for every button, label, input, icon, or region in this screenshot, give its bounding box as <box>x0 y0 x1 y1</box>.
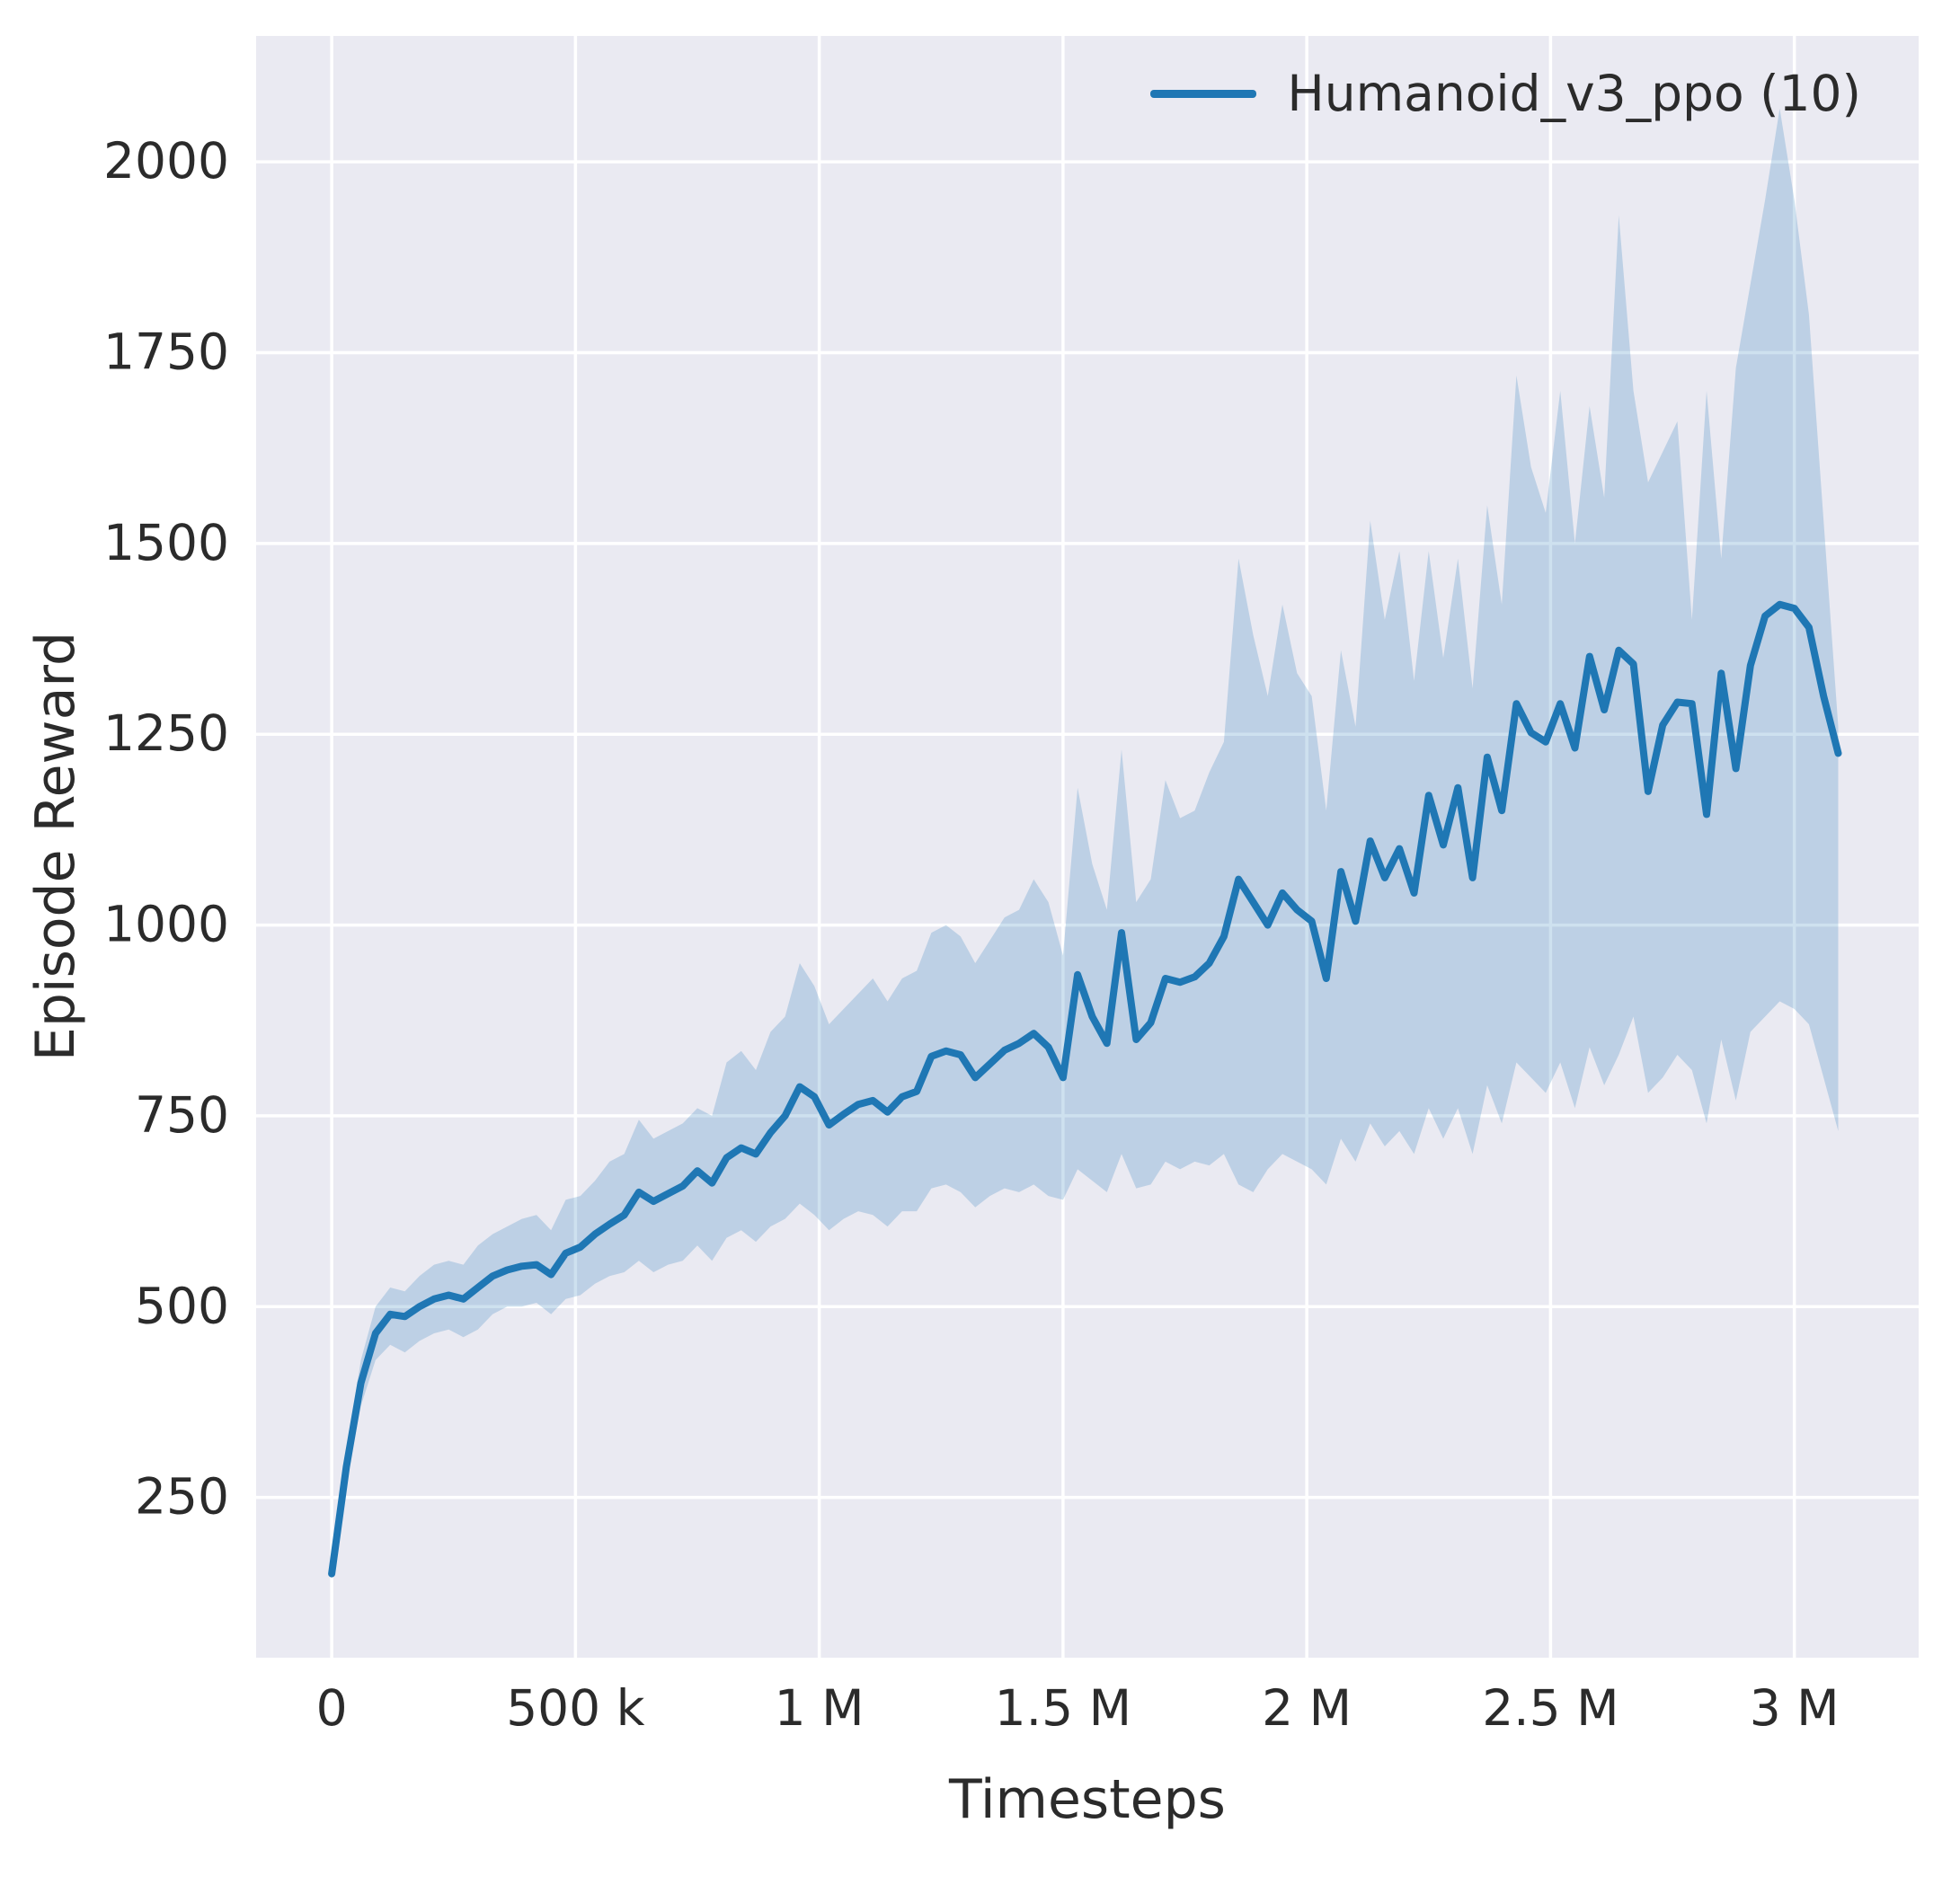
y-tick-label: 250 <box>135 1468 229 1526</box>
confidence-band <box>332 108 1839 1574</box>
x-tick-label: 2 M <box>1262 1679 1352 1737</box>
y-tick-label: 500 <box>135 1277 229 1334</box>
x-tick-label: 1.5 M <box>995 1679 1131 1737</box>
x-tick-label: 1 M <box>775 1679 865 1737</box>
mean-line <box>328 600 1842 1578</box>
legend-label: Humanoid_v3_ppo (10) <box>1287 65 1861 122</box>
x-tick-label: 3 M <box>1750 1679 1840 1737</box>
y-axis-label: Episode Reward <box>24 631 87 1062</box>
plot-background <box>256 36 1919 1658</box>
x-tick-label: 2.5 M <box>1482 1679 1619 1737</box>
y-tick-label: 2000 <box>103 132 229 190</box>
y-tick-label: 750 <box>135 1086 229 1144</box>
x-tick-label: 500 k <box>506 1679 644 1737</box>
x-axis-label: Timesteps <box>949 1768 1226 1831</box>
y-tick-label: 1250 <box>103 704 229 762</box>
x-tick-label: 0 <box>316 1679 348 1737</box>
y-tick-label: 1000 <box>103 896 229 953</box>
y-tick-label: 1750 <box>103 323 229 381</box>
y-tick-label: 1500 <box>103 514 229 571</box>
legend-line-swatch <box>1150 89 1257 98</box>
legend: Humanoid_v3_ppo (10) <box>1150 65 1861 122</box>
